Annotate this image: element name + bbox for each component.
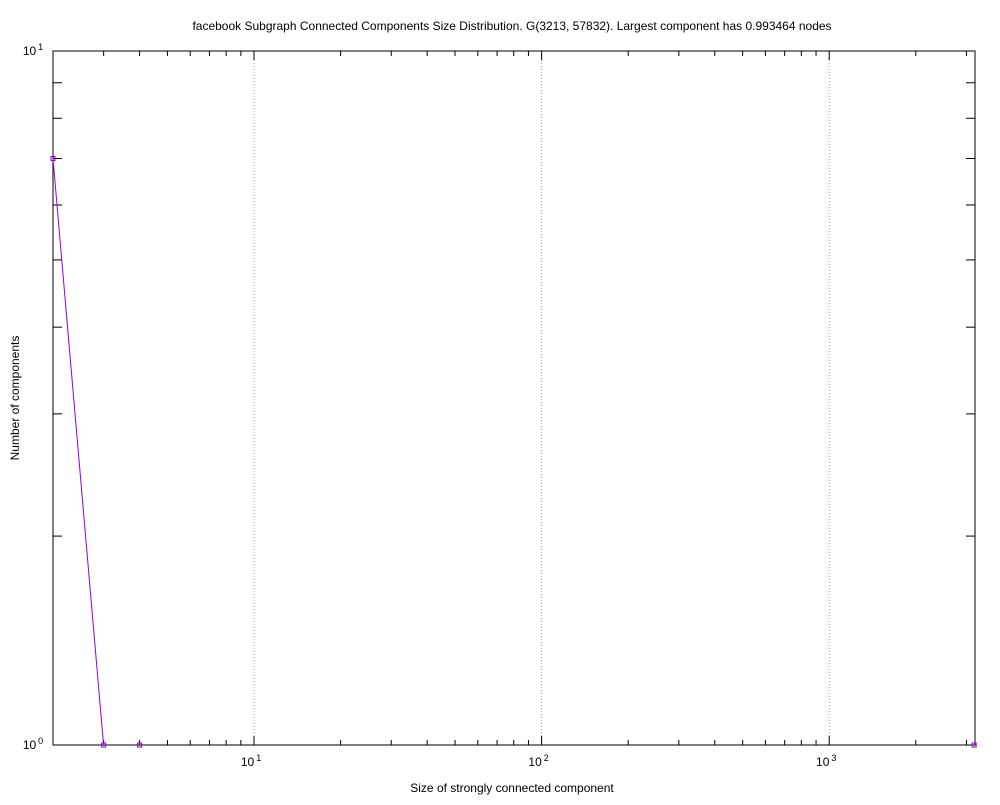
series-line	[52, 158, 105, 746]
x-axis-label: Size of strongly connected component	[410, 781, 614, 795]
chart-title: facebook Subgraph Connected Components S…	[192, 19, 831, 33]
y-axis-label: Number of components	[8, 336, 22, 461]
tick-labels: 10 1 10 2 10 3 10 0 10 1	[23, 42, 837, 769]
data-series	[50, 156, 977, 748]
x-tick-label: 10 1	[241, 753, 261, 769]
axis-ticks	[53, 51, 975, 745]
data-point	[50, 156, 56, 162]
data-point	[971, 742, 977, 748]
y-tick-label: 10 0	[23, 736, 43, 752]
x-tick-label: 10 3	[816, 753, 836, 769]
data-point	[101, 742, 107, 748]
y-tick-label: 10 1	[23, 42, 43, 58]
x-tick-label: 10 2	[528, 753, 548, 769]
data-point	[137, 742, 143, 748]
